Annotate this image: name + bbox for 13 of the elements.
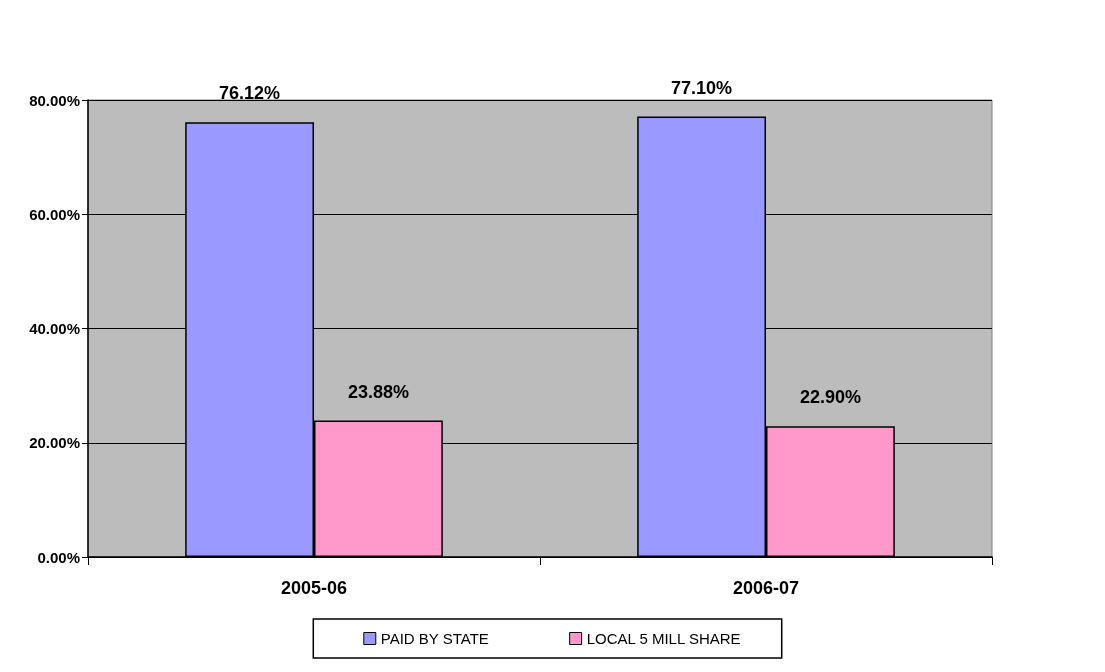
y-tick-label: 40.00% (29, 320, 80, 337)
y-tick-label: 80.00% (29, 91, 80, 109)
data-label: 77.10% (671, 77, 733, 98)
data-label: 76.12% (219, 83, 281, 104)
y-tick-label: 0.00% (37, 548, 80, 566)
data-label: 22.90% (799, 387, 861, 408)
legend-label: LOCAL 5 MILL SHARE (586, 630, 741, 647)
data-label: 23.88% (347, 381, 409, 402)
x-tick-label: 2006-07 (732, 578, 800, 598)
y-tick-label: 60.00% (29, 205, 80, 223)
y-tick-label: 20.00% (29, 434, 80, 452)
legend-label: PAID BY STATE (380, 630, 489, 647)
x-tick-label: 2005-06 (280, 578, 348, 598)
